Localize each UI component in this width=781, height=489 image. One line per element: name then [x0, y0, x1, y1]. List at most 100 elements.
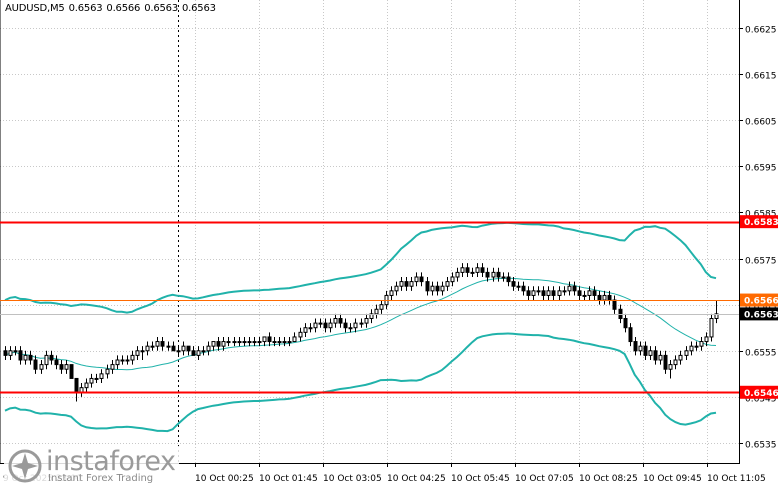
candle-body [394, 285, 399, 292]
candle [455, 267, 460, 282]
candle [186, 345, 191, 356]
candle-body [673, 359, 678, 366]
candle-body [221, 341, 226, 347]
symbol-header: AUDUSD,M5 0.6563 0.6566 0.6563 0.6563 [5, 3, 220, 14]
candle [704, 332, 709, 347]
candle [292, 332, 297, 343]
candle-body [658, 354, 663, 361]
candle [557, 286, 562, 301]
candle [419, 272, 424, 287]
candle-body [430, 285, 435, 292]
candle-body [445, 281, 450, 287]
candle [28, 350, 33, 365]
candle [668, 360, 673, 379]
price-label-text: 0.6563 [744, 310, 779, 320]
candle-body [496, 271, 501, 278]
candle [531, 286, 536, 301]
candle [501, 272, 506, 282]
candle-body [226, 341, 231, 344]
candle-body [465, 267, 470, 273]
candle [120, 355, 125, 365]
candle [491, 267, 496, 282]
candle-body [39, 364, 44, 370]
price-tick-label: 0.6605 [745, 118, 777, 128]
candle-body [475, 267, 480, 273]
candle [176, 346, 181, 356]
candle [206, 341, 211, 356]
candle [196, 346, 201, 360]
time-label: 10 Oct 07:05 [515, 474, 574, 484]
candle-body [54, 359, 59, 366]
candle [562, 286, 567, 296]
candle-body [597, 294, 602, 301]
candle [714, 300, 719, 324]
ohlc-open: 0.6563 [68, 3, 103, 14]
candle [536, 286, 541, 296]
candle-body [216, 341, 221, 347]
candle [414, 272, 419, 287]
price-tick-label: 0.6585 [745, 210, 777, 220]
candle-body [171, 345, 176, 352]
candle-body [668, 364, 673, 370]
candle-body [546, 290, 551, 296]
time-label: 10 Oct 08:25 [579, 474, 638, 484]
candle-body [359, 322, 364, 325]
candle-body [181, 345, 186, 352]
candle [140, 346, 145, 360]
candle-body [425, 281, 430, 292]
candle-body [440, 285, 445, 292]
candle-body [206, 345, 211, 352]
price-label-tag: 0.6546 [740, 385, 779, 399]
candle-body [140, 350, 145, 353]
candle-body [485, 271, 490, 278]
time-label: 10 Oct 11:05 [707, 474, 766, 484]
candle-body [292, 336, 297, 343]
candle [267, 332, 272, 347]
candle-body [237, 341, 242, 344]
chart-grid [0, 0, 739, 463]
candle [638, 341, 643, 356]
candle-body [521, 285, 526, 292]
candle-body [709, 318, 714, 338]
price-label-text: 0.6583 [744, 218, 779, 228]
candle-body [125, 359, 130, 362]
candle [658, 350, 663, 365]
candle-body [3, 350, 8, 356]
candle-body [272, 341, 277, 344]
candle [699, 336, 704, 351]
candle-body [191, 350, 196, 356]
candle [394, 281, 399, 296]
candle-body [150, 345, 155, 348]
candle [379, 300, 384, 314]
bollinger-upper-band [4, 221, 717, 314]
candle-body [374, 308, 379, 315]
candle [282, 336, 287, 347]
candle [115, 355, 120, 370]
candle-body [120, 359, 125, 362]
candle-body [531, 290, 536, 296]
candle-body [49, 354, 54, 361]
candle [399, 277, 404, 291]
candle-body [201, 350, 206, 353]
candle-body [232, 341, 237, 344]
time-label: 10 Oct 03:05 [323, 474, 382, 484]
candle-body [399, 281, 404, 287]
candle [694, 341, 699, 351]
candle-body [155, 341, 160, 347]
candle-body [44, 354, 49, 366]
candle-body [282, 341, 287, 344]
candle [364, 313, 369, 328]
candle-body [551, 290, 556, 296]
candle [663, 350, 668, 374]
candle [460, 263, 465, 277]
candle [333, 313, 338, 328]
moving-average-line [4, 277, 717, 371]
candle [135, 346, 140, 360]
candle [582, 290, 587, 301]
candle [145, 341, 150, 356]
candle-body [18, 350, 23, 361]
candle [567, 281, 572, 296]
candle [374, 304, 379, 319]
